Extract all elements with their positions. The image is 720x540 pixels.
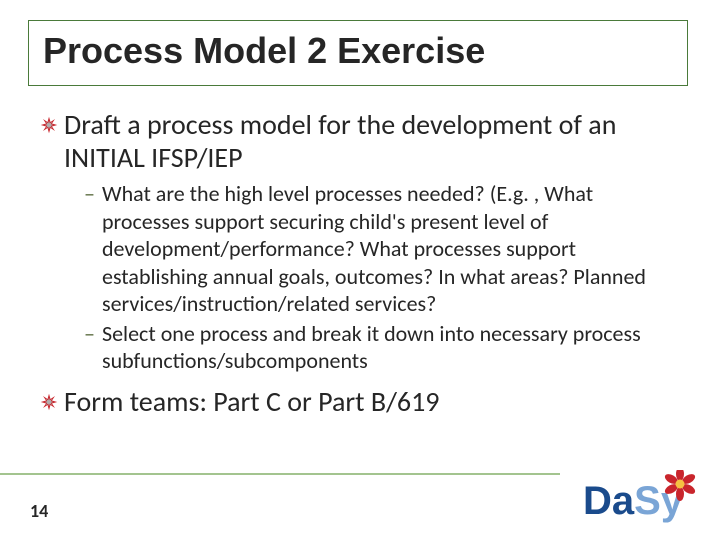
sub-bullet-item: – Select one process and break it down i…	[84, 320, 680, 375]
slide-title: Process Model 2 Exercise	[43, 31, 673, 71]
bullet-text: Form teams: Part C or Part B/619	[62, 385, 440, 418]
bullet-item: Draft a process model for the developmen…	[40, 108, 680, 174]
dash-bullet-icon: –	[84, 320, 102, 348]
title-box: Process Model 2 Exercise	[28, 20, 688, 86]
page-number: 14	[30, 500, 48, 522]
burst-bullet-icon	[40, 108, 62, 136]
burst-bullet-icon	[40, 385, 62, 413]
footer-divider	[0, 473, 560, 475]
sub-bullet-item: – What are the high level processes need…	[84, 180, 680, 318]
bullet-text: Draft a process model for the developmen…	[62, 108, 680, 174]
sub-bullet-text: What are the high level processes needed…	[102, 180, 680, 318]
slide: Process Model 2 Exercise Draft a process…	[0, 0, 720, 540]
sub-bullet-list: – What are the high level processes need…	[84, 180, 680, 375]
content-area: Draft a process model for the developmen…	[40, 108, 680, 420]
logo-text-main: Da	[583, 479, 635, 523]
bullet-item: Form teams: Part C or Part B/619	[40, 385, 680, 418]
dash-bullet-icon: –	[84, 180, 102, 208]
sub-bullet-text: Select one process and break it down int…	[102, 320, 680, 375]
dasy-logo: DaSy	[583, 470, 698, 530]
svg-text:DaSy: DaSy	[583, 479, 684, 523]
